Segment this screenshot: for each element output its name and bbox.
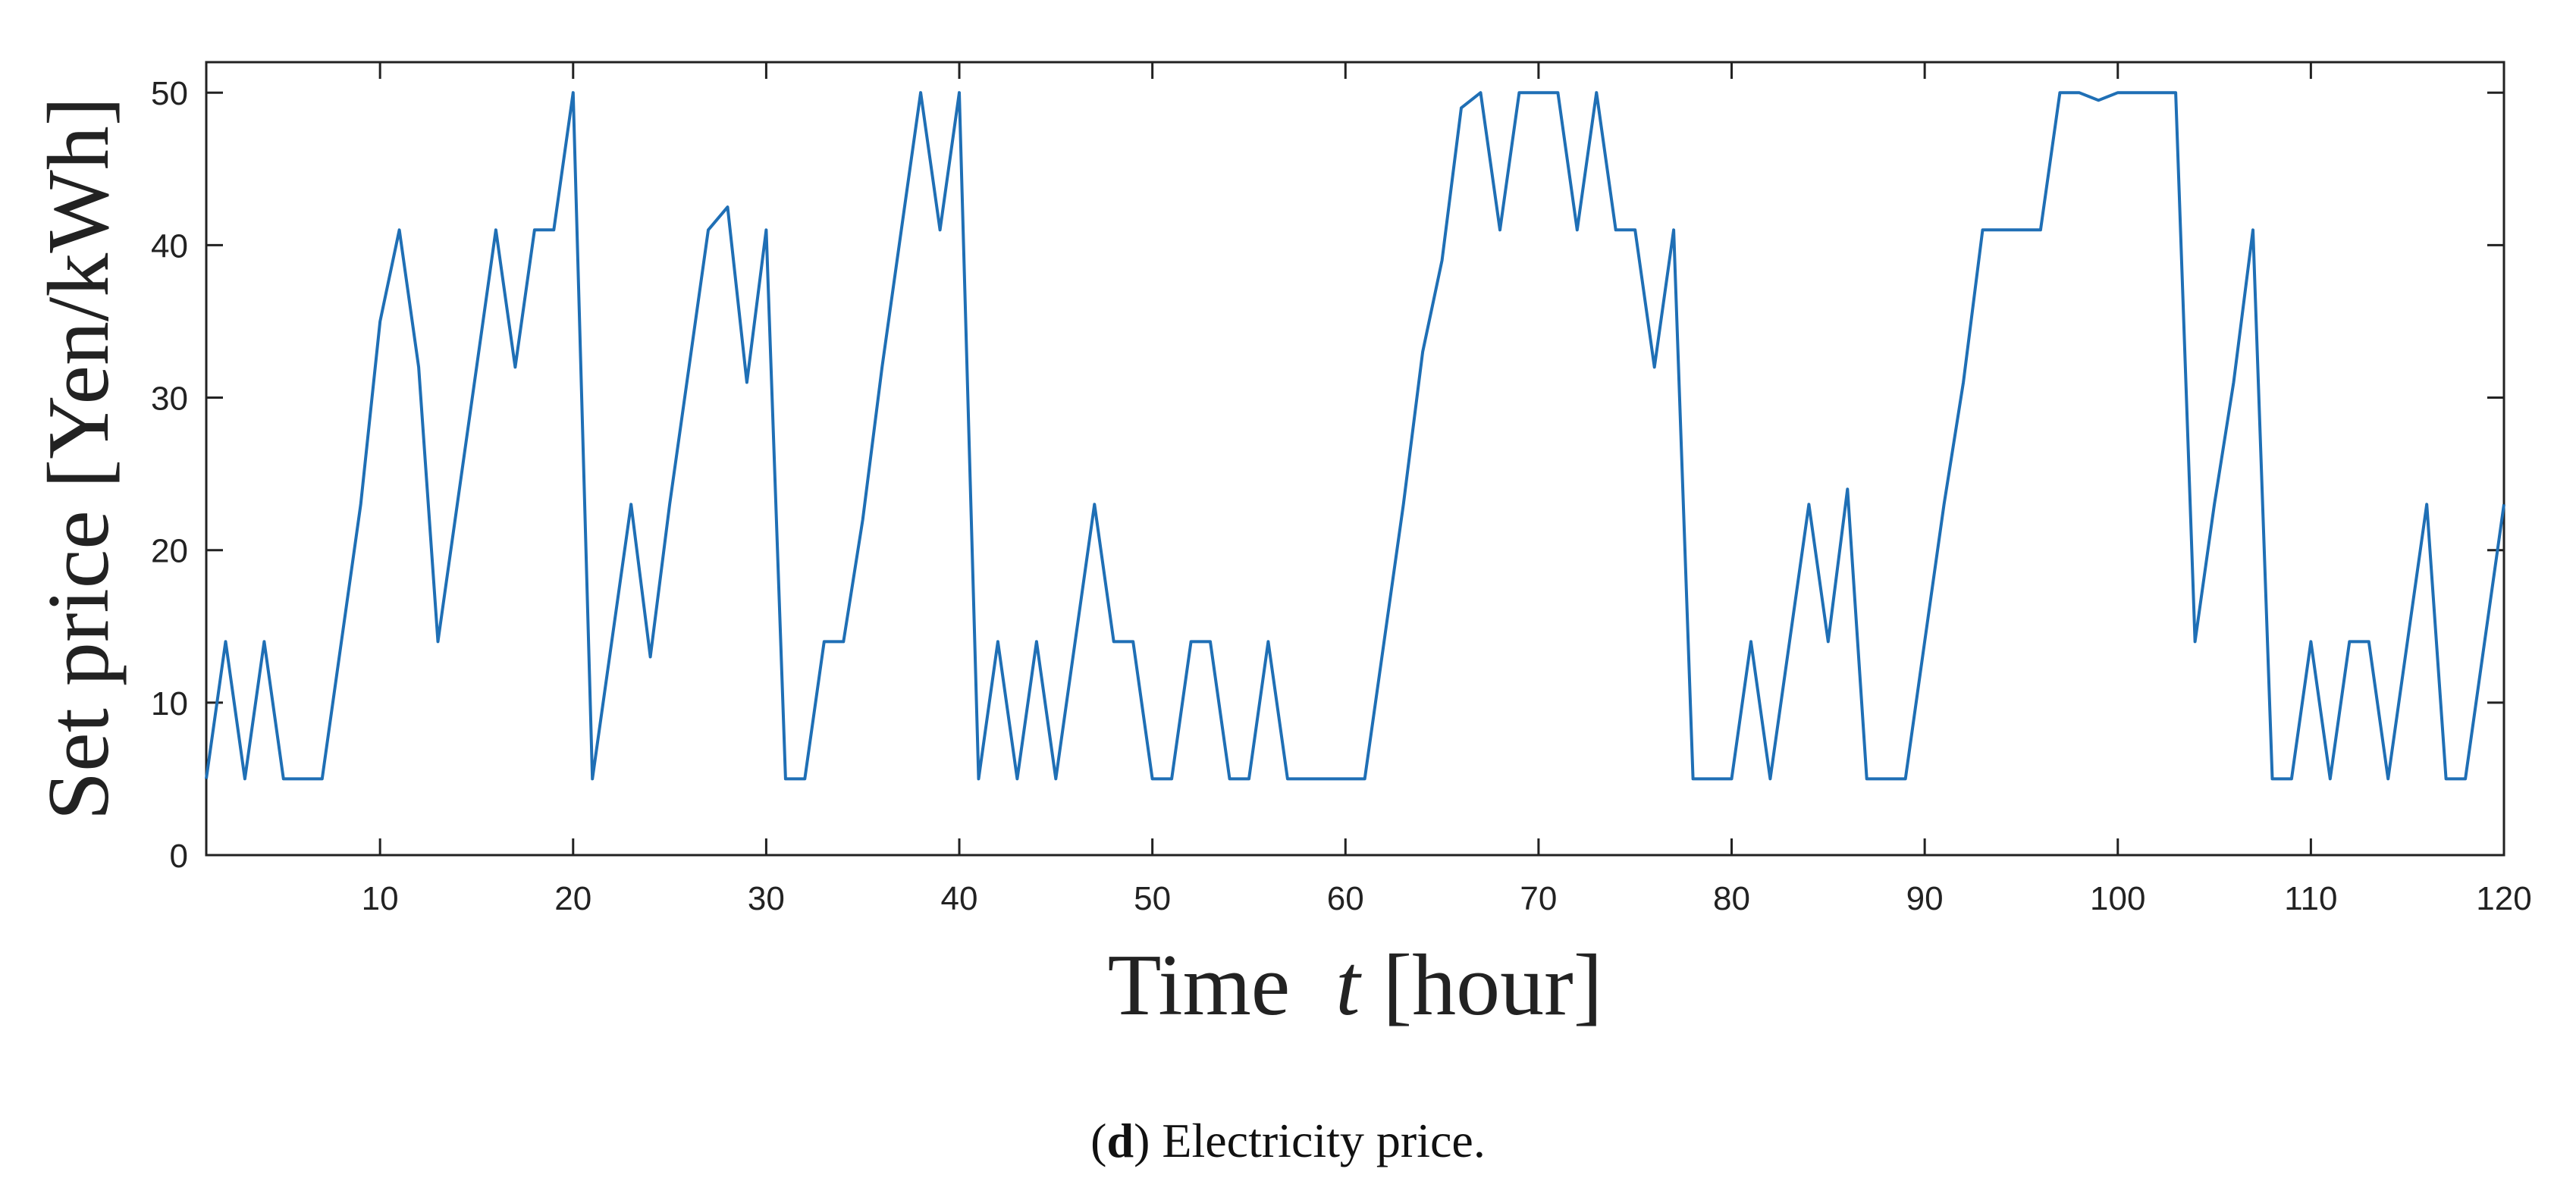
x-tick-label: 50 bbox=[1134, 880, 1171, 917]
series-layer bbox=[205, 91, 2505, 781]
plot-area bbox=[205, 61, 2505, 857]
price-chart: 10 20 30 40 50 60 70 80 90 100 110 120 0 10 20 30 40 50 T… bbox=[30, 61, 2532, 1034]
x-tick-label: 10 bbox=[362, 880, 399, 917]
y-tick-label: 0 bbox=[170, 838, 188, 875]
x-axis-variable: t bbox=[1335, 937, 1362, 1034]
y-axis-title: Set price [Yen/kWh] bbox=[30, 97, 127, 821]
x-tick-label: 40 bbox=[941, 880, 978, 917]
x-tick-label: 80 bbox=[1713, 880, 1750, 917]
tick-labels: 10 20 30 40 50 60 70 80 90 100 110 120 0 10 20 30 40 50 bbox=[151, 75, 2532, 917]
y-tick-label: 10 bbox=[151, 685, 188, 722]
x-axis-unit: [hour] bbox=[1383, 937, 1603, 1034]
tick-marks bbox=[206, 62, 2505, 857]
y-tick-label: 50 bbox=[151, 75, 188, 112]
figure-caption: (d) Electricity price. bbox=[1090, 1114, 1486, 1167]
y-tick-label: 20 bbox=[151, 533, 188, 570]
x-tick-label: 60 bbox=[1327, 880, 1364, 917]
x-tick-label: 30 bbox=[748, 880, 785, 917]
x-tick-label: 120 bbox=[2476, 880, 2531, 917]
x-tick-label: 100 bbox=[2090, 880, 2145, 917]
series-line bbox=[205, 91, 2505, 781]
y-tick-label: 30 bbox=[151, 381, 188, 418]
caption-letter: d bbox=[1106, 1114, 1134, 1167]
y-tick-label: 40 bbox=[151, 227, 188, 265]
x-tick-label: 110 bbox=[2284, 880, 2337, 917]
x-axis-title: Time t [hour] bbox=[1108, 937, 1603, 1034]
x-axis-label: Time bbox=[1108, 937, 1291, 1034]
x-tick-label: 20 bbox=[554, 880, 591, 917]
x-tick-label: 90 bbox=[1906, 880, 1944, 917]
caption-text: Electricity price. bbox=[1150, 1114, 1486, 1167]
x-tick-label: 70 bbox=[1520, 880, 1557, 917]
